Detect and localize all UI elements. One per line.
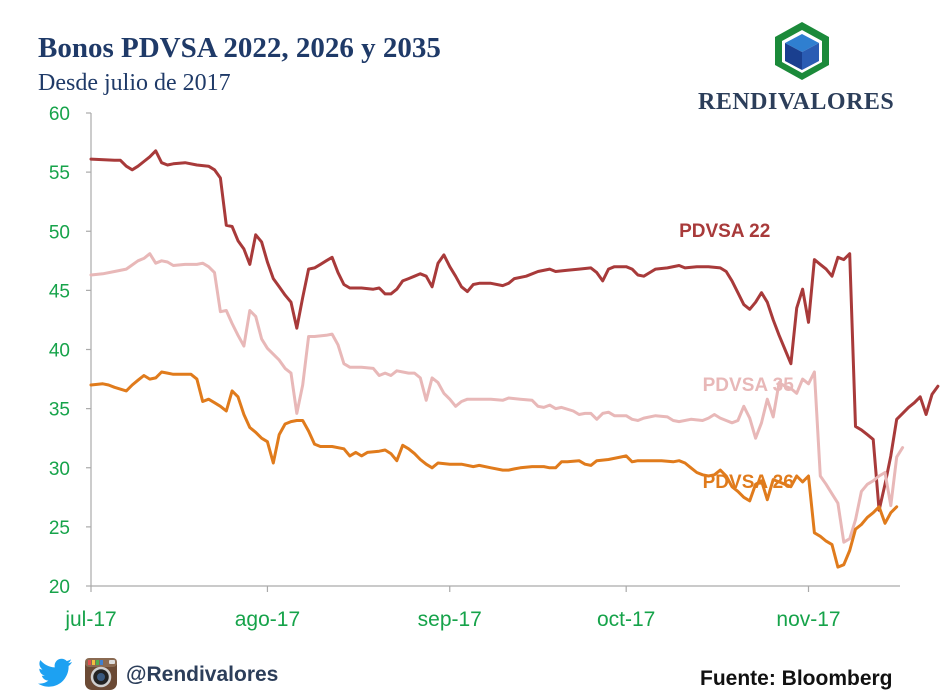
y-tick-label: 45 bbox=[49, 281, 70, 302]
series-label-pdvsa-35: PDVSA 35 bbox=[703, 375, 795, 396]
chart-title: Bonos PDVSA 2022, 2026 y 2035 bbox=[38, 32, 441, 64]
y-tick-label: 25 bbox=[49, 518, 70, 539]
chart-series bbox=[89, 149, 940, 569]
y-tick-label: 35 bbox=[49, 400, 70, 421]
series-labels: PDVSA 22 PDVSA 35 PDVSA 26 bbox=[679, 221, 794, 493]
y-tick-label: 20 bbox=[49, 577, 70, 598]
series-line-pdvsa-35 bbox=[89, 252, 905, 544]
y-tick-label: 30 bbox=[49, 459, 70, 480]
x-tick-label: sep-17 bbox=[418, 608, 482, 631]
source-note: Fuente: Bloomberg bbox=[700, 667, 893, 690]
social-handle[interactable]: @Rendivalores bbox=[126, 663, 279, 686]
brand-name: RENDIVALORES bbox=[698, 89, 895, 115]
x-tick-label: jul-17 bbox=[64, 608, 116, 631]
chart-subtitle: Desde julio de 2017 bbox=[38, 70, 231, 96]
chart-axes: 20 25 30 35 40 45 50 55 60 jul-17 ago-17 sep-17 oct-… bbox=[49, 104, 900, 631]
twitter-icon[interactable] bbox=[38, 657, 74, 689]
y-tick-label: 50 bbox=[49, 222, 70, 243]
instagram-icon[interactable] bbox=[84, 657, 118, 691]
y-tick-label: 55 bbox=[49, 163, 70, 184]
series-label-pdvsa-26: PDVSA 26 bbox=[703, 472, 794, 493]
y-tick-label: 60 bbox=[49, 104, 70, 125]
series-label-pdvsa-22: PDVSA 22 bbox=[679, 221, 770, 242]
series-line-pdvsa-26 bbox=[89, 370, 899, 569]
x-tick-label: ago-17 bbox=[235, 608, 300, 631]
cube-logo-icon bbox=[775, 22, 829, 80]
x-tick-label: nov-17 bbox=[776, 608, 840, 631]
series-line-pdvsa-22 bbox=[89, 149, 940, 512]
x-tick-label: oct-17 bbox=[597, 608, 655, 631]
y-tick-label: 40 bbox=[49, 341, 70, 362]
